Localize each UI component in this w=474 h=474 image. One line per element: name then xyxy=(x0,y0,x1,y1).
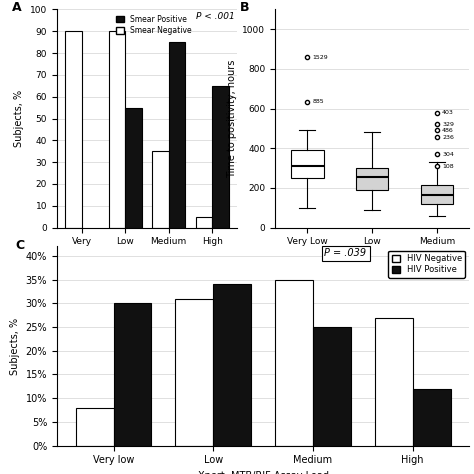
Bar xyxy=(113,303,151,446)
Bar xyxy=(109,31,125,228)
Text: 304: 304 xyxy=(442,152,454,157)
Bar xyxy=(375,318,413,446)
Text: P < .001: P < .001 xyxy=(196,12,235,21)
Y-axis label: Subjects, %: Subjects, % xyxy=(14,90,24,147)
Bar xyxy=(125,108,142,228)
Bar xyxy=(76,408,113,446)
PathPatch shape xyxy=(420,185,453,204)
Bar xyxy=(212,86,229,228)
Text: 885: 885 xyxy=(312,99,324,104)
Legend: HIV Negative, HIV Positive: HIV Negative, HIV Positive xyxy=(388,251,465,278)
Bar xyxy=(169,42,185,228)
Y-axis label: Time to positivity, hours: Time to positivity, hours xyxy=(227,59,237,178)
PathPatch shape xyxy=(291,150,323,178)
Text: 236: 236 xyxy=(442,135,454,140)
Text: 108: 108 xyxy=(442,164,454,169)
Bar xyxy=(65,31,82,228)
Bar xyxy=(413,389,450,446)
Bar xyxy=(275,280,313,446)
Text: 403: 403 xyxy=(442,110,454,116)
X-axis label: Xpert  MTB/RIF Assay Load: Xpert MTB/RIF Assay Load xyxy=(198,471,328,474)
Bar xyxy=(213,284,251,446)
Legend: Smear Positive, Smear Negative: Smear Positive, Smear Negative xyxy=(115,13,193,36)
PathPatch shape xyxy=(356,168,388,190)
Bar xyxy=(196,217,212,228)
Text: A: A xyxy=(12,1,21,14)
Bar xyxy=(313,327,351,446)
Text: 1529: 1529 xyxy=(312,55,328,60)
Text: 329: 329 xyxy=(442,122,454,127)
Y-axis label: Subjects, %: Subjects, % xyxy=(10,318,20,374)
Bar xyxy=(175,299,213,446)
Text: C: C xyxy=(16,238,25,252)
Text: P = .039: P = .039 xyxy=(325,248,366,258)
Text: B: B xyxy=(240,1,249,14)
Text: 486: 486 xyxy=(442,128,454,133)
X-axis label: Xpert MTB/RIF Assay Load: Xpert MTB/RIF Assay Load xyxy=(83,262,211,272)
X-axis label: Xpert MTB/RIF Assay Load: Xpert MTB/RIF Assay Load xyxy=(308,252,436,262)
Bar xyxy=(152,151,169,228)
